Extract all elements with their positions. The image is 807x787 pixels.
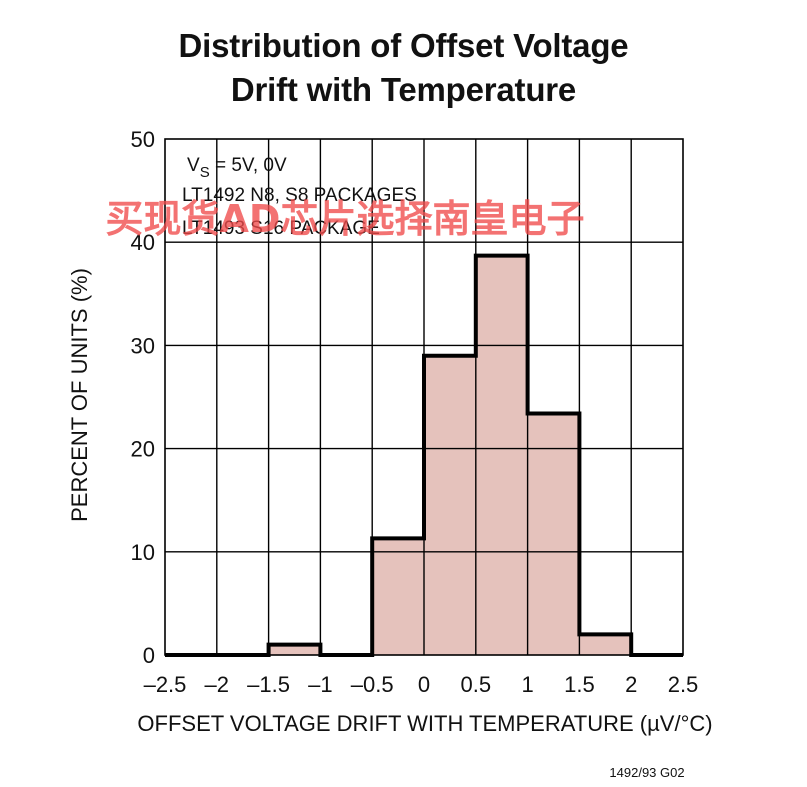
plot-frame bbox=[164, 138, 684, 656]
y-tick-label: 50 bbox=[131, 127, 155, 152]
histogram-outline bbox=[165, 253, 683, 657]
x-tick-label: 1.5 bbox=[564, 672, 595, 697]
x-axis-label: OFFSET VOLTAGE DRIFT WITH TEMPERATURE (µ… bbox=[137, 711, 712, 736]
x-tick-label: 1 bbox=[521, 672, 533, 697]
x-tick-label: 0.5 bbox=[461, 672, 492, 697]
y-tick-label: 0 bbox=[143, 643, 155, 668]
y-tick-label: 20 bbox=[131, 437, 155, 462]
histogram-bars bbox=[268, 255, 632, 655]
y-tick-label: 40 bbox=[131, 230, 155, 255]
x-tick-labels: –2.5 –2 –1.5 –1 –0.5 0 0.5 1 1.5 2 2.5 bbox=[144, 672, 699, 697]
annotation-lt1492: LT1492 N8, S8 PACKAGES bbox=[182, 185, 417, 206]
y-tick-label: 10 bbox=[131, 540, 155, 565]
annotation-supply: VS = 5V, 0V bbox=[187, 155, 287, 181]
histogram-bar-6 bbox=[475, 255, 528, 655]
histogram-bar-7 bbox=[527, 413, 580, 655]
plot-border bbox=[164, 138, 684, 656]
histogram-bar-5 bbox=[424, 355, 476, 655]
y-tick-label: 30 bbox=[131, 333, 155, 358]
x-tick-label: 2 bbox=[625, 672, 637, 697]
x-tick-label: –1.5 bbox=[247, 672, 290, 697]
x-tick-label: –0.5 bbox=[351, 672, 394, 697]
y-tick-labels: 0 10 20 30 40 50 bbox=[131, 127, 155, 668]
x-tick-label: –1 bbox=[308, 672, 332, 697]
chart-title-line-2: Drift with Temperature bbox=[230, 71, 577, 108]
chart-title-line-1: Distribution of Offset Voltage bbox=[178, 27, 629, 64]
watermark-text: 买现货AD芯片选择南皇电子 bbox=[106, 197, 585, 241]
figure-id: 1492/93 G02 bbox=[609, 765, 684, 780]
x-tick-label: –2.5 bbox=[144, 672, 187, 697]
histogram-bar-2 bbox=[268, 644, 321, 655]
x-tick-label: –2 bbox=[205, 672, 229, 697]
histogram-bar-4 bbox=[372, 538, 424, 655]
x-tick-label: 2.5 bbox=[668, 672, 699, 697]
x-tick-label: 0 bbox=[418, 672, 430, 697]
histogram-bar-8 bbox=[579, 634, 632, 655]
annotation-lt1493: LT1493 S16 PACKAGE bbox=[182, 218, 380, 239]
y-axis-label: PERCENT OF UNITS (%) bbox=[67, 268, 92, 522]
